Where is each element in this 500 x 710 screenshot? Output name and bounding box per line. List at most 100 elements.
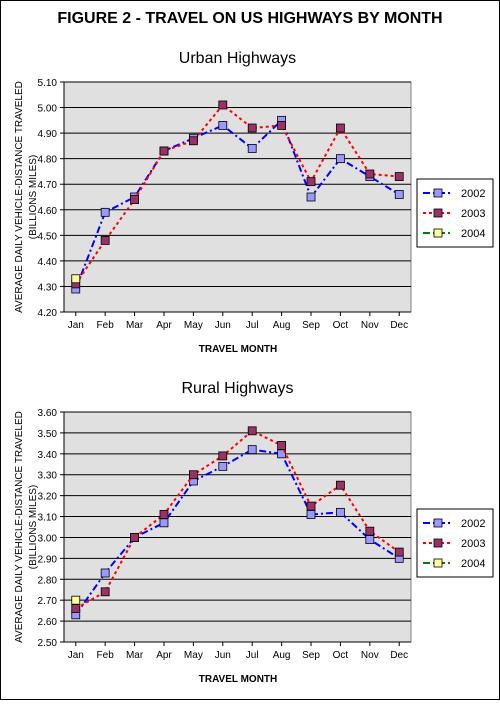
data-point-2003 bbox=[218, 451, 228, 461]
y-tick-label: 4.70 bbox=[38, 180, 58, 191]
y-axis-units: (BILLIONS MILES) bbox=[28, 485, 39, 569]
legend-marker-2003 bbox=[433, 208, 443, 218]
x-tick-label: Sep bbox=[302, 320, 320, 331]
data-point-2003 bbox=[336, 480, 345, 490]
x-tick-label: Sep bbox=[302, 650, 320, 661]
legend-label-2003: 2003 bbox=[461, 208, 485, 220]
y-tick-label: 4.50 bbox=[38, 231, 58, 242]
legend-marker-2002 bbox=[433, 518, 443, 528]
data-point-2003 bbox=[130, 195, 139, 204]
y-tick-label: 2.60 bbox=[38, 617, 58, 628]
data-point-2003 bbox=[306, 501, 316, 511]
data-point-2002 bbox=[100, 207, 110, 217]
x-tick-label: Feb bbox=[97, 320, 115, 331]
y-tick-label: 3.60 bbox=[38, 408, 58, 419]
y-tick-label: 4.90 bbox=[38, 129, 58, 140]
y-tick-label: 3.00 bbox=[38, 533, 58, 544]
y-tick-label: 5.10 bbox=[38, 78, 58, 89]
y-tick-label: 3.30 bbox=[38, 471, 58, 482]
x-tick-label: Nov bbox=[361, 650, 379, 661]
x-tick-label: Aug bbox=[273, 650, 291, 661]
y-tick-label: 2.90 bbox=[38, 554, 58, 565]
data-point-2003 bbox=[159, 146, 169, 156]
legend-label-2002: 2002 bbox=[461, 518, 485, 530]
legend-marker-2002 bbox=[433, 188, 443, 198]
legend-label-2002: 2002 bbox=[461, 188, 485, 200]
plot-area bbox=[63, 81, 412, 313]
data-point-2003 bbox=[100, 236, 110, 245]
legend-label-2003: 2003 bbox=[461, 538, 485, 550]
y-tick-label: 3.20 bbox=[38, 492, 58, 503]
y-axis-title: AVERAGE DAILY VEHICLE-DISTANCE TRAVELED bbox=[14, 411, 25, 643]
legend-marker-2003 bbox=[433, 538, 443, 548]
data-point-2002 bbox=[365, 535, 375, 544]
data-point-2002 bbox=[247, 144, 257, 153]
x-tick-label: Apr bbox=[156, 320, 172, 331]
data-point-2003 bbox=[188, 470, 198, 480]
x-tick-label: Jul bbox=[246, 320, 259, 331]
legend-label-2004: 2004 bbox=[461, 228, 485, 240]
data-point-2002 bbox=[336, 507, 345, 517]
x-tick-label: Nov bbox=[361, 320, 379, 331]
data-point-2003 bbox=[71, 604, 81, 613]
x-tick-label: Dec bbox=[390, 320, 408, 331]
x-tick-label: Jul bbox=[246, 650, 259, 661]
y-tick-label: 3.10 bbox=[38, 513, 58, 524]
data-point-2003 bbox=[394, 547, 404, 557]
x-tick-label: Jun bbox=[215, 320, 231, 331]
data-point-2003 bbox=[130, 533, 139, 542]
data-point-2003 bbox=[188, 136, 198, 146]
data-point-2003 bbox=[365, 169, 375, 179]
data-point-2002 bbox=[394, 190, 404, 199]
x-axis-title: TRAVEL MONTH bbox=[199, 674, 278, 685]
x-tick-label: Jun bbox=[215, 650, 231, 661]
y-tick-label: 4.30 bbox=[38, 282, 58, 293]
x-tick-label: Feb bbox=[97, 650, 115, 661]
y-tick-label: 4.20 bbox=[38, 308, 58, 319]
x-axis-title: TRAVEL MONTH bbox=[199, 344, 278, 355]
y-tick-label: 4.40 bbox=[38, 257, 58, 268]
x-tick-label: Mar bbox=[126, 650, 144, 661]
data-point-2003 bbox=[247, 426, 257, 436]
x-tick-label: Aug bbox=[273, 320, 291, 331]
legend-marker-2004 bbox=[433, 228, 443, 238]
data-point-2003 bbox=[277, 121, 287, 130]
series-line-2003 bbox=[75, 429, 400, 610]
chart-svg: Urban Highways 4.20 4.30 4.40 4.50 4.60 4.70 4.… bbox=[14, 50, 494, 355]
figure-title: FIGURE 2 - TRAVEL ON US HIGHWAYS BY MONT… bbox=[57, 10, 443, 27]
chart-title: Rural Highways bbox=[181, 380, 293, 397]
plot-area bbox=[63, 411, 412, 643]
data-point-2002 bbox=[306, 510, 316, 519]
x-tick-label: May bbox=[184, 320, 203, 331]
data-point-2003 bbox=[100, 587, 110, 597]
y-tick-label: 2.70 bbox=[38, 596, 58, 607]
x-tick-label: May bbox=[184, 650, 203, 661]
data-point-2004 bbox=[71, 274, 81, 284]
data-point-2002 bbox=[247, 445, 257, 455]
y-axis-title: AVERAGE DAILY VEHICLE-DISTANCE TRAVELED bbox=[14, 81, 25, 313]
data-point-2002 bbox=[306, 192, 316, 202]
chart-title: Urban Highways bbox=[179, 50, 296, 67]
data-point-2003 bbox=[277, 441, 287, 450]
chart-svg: Rural Highways 2.50 2.60 2.70 2.80 2.90 3.00 3.… bbox=[14, 380, 494, 685]
y-tick-label: 3.50 bbox=[38, 429, 58, 440]
data-point-2002 bbox=[218, 121, 228, 130]
data-point-2004 bbox=[71, 595, 81, 605]
y-tick-label: 4.60 bbox=[38, 206, 58, 217]
legend-marker-2004 bbox=[433, 558, 443, 568]
x-tick-label: Jan bbox=[68, 650, 84, 661]
y-tick-label: 5.00 bbox=[38, 104, 58, 115]
data-point-2003 bbox=[218, 100, 228, 110]
y-axis-units: (BILLIONS MILES) bbox=[28, 155, 39, 239]
data-point-2002 bbox=[100, 568, 110, 578]
urban-highways-chart: Urban Highways 4.20 4.30 4.40 4.50 4.60 4.70 4.… bbox=[0, 35, 500, 380]
data-point-2002 bbox=[218, 461, 228, 471]
data-point-2003 bbox=[247, 123, 257, 133]
x-tick-label: Oct bbox=[333, 320, 349, 331]
x-tick-label: Apr bbox=[156, 650, 172, 661]
x-tick-label: Mar bbox=[126, 320, 144, 331]
x-tick-label: Oct bbox=[333, 650, 349, 661]
y-tick-label: 4.80 bbox=[38, 155, 58, 166]
data-point-2003 bbox=[336, 123, 345, 133]
data-point-2002 bbox=[159, 518, 169, 528]
